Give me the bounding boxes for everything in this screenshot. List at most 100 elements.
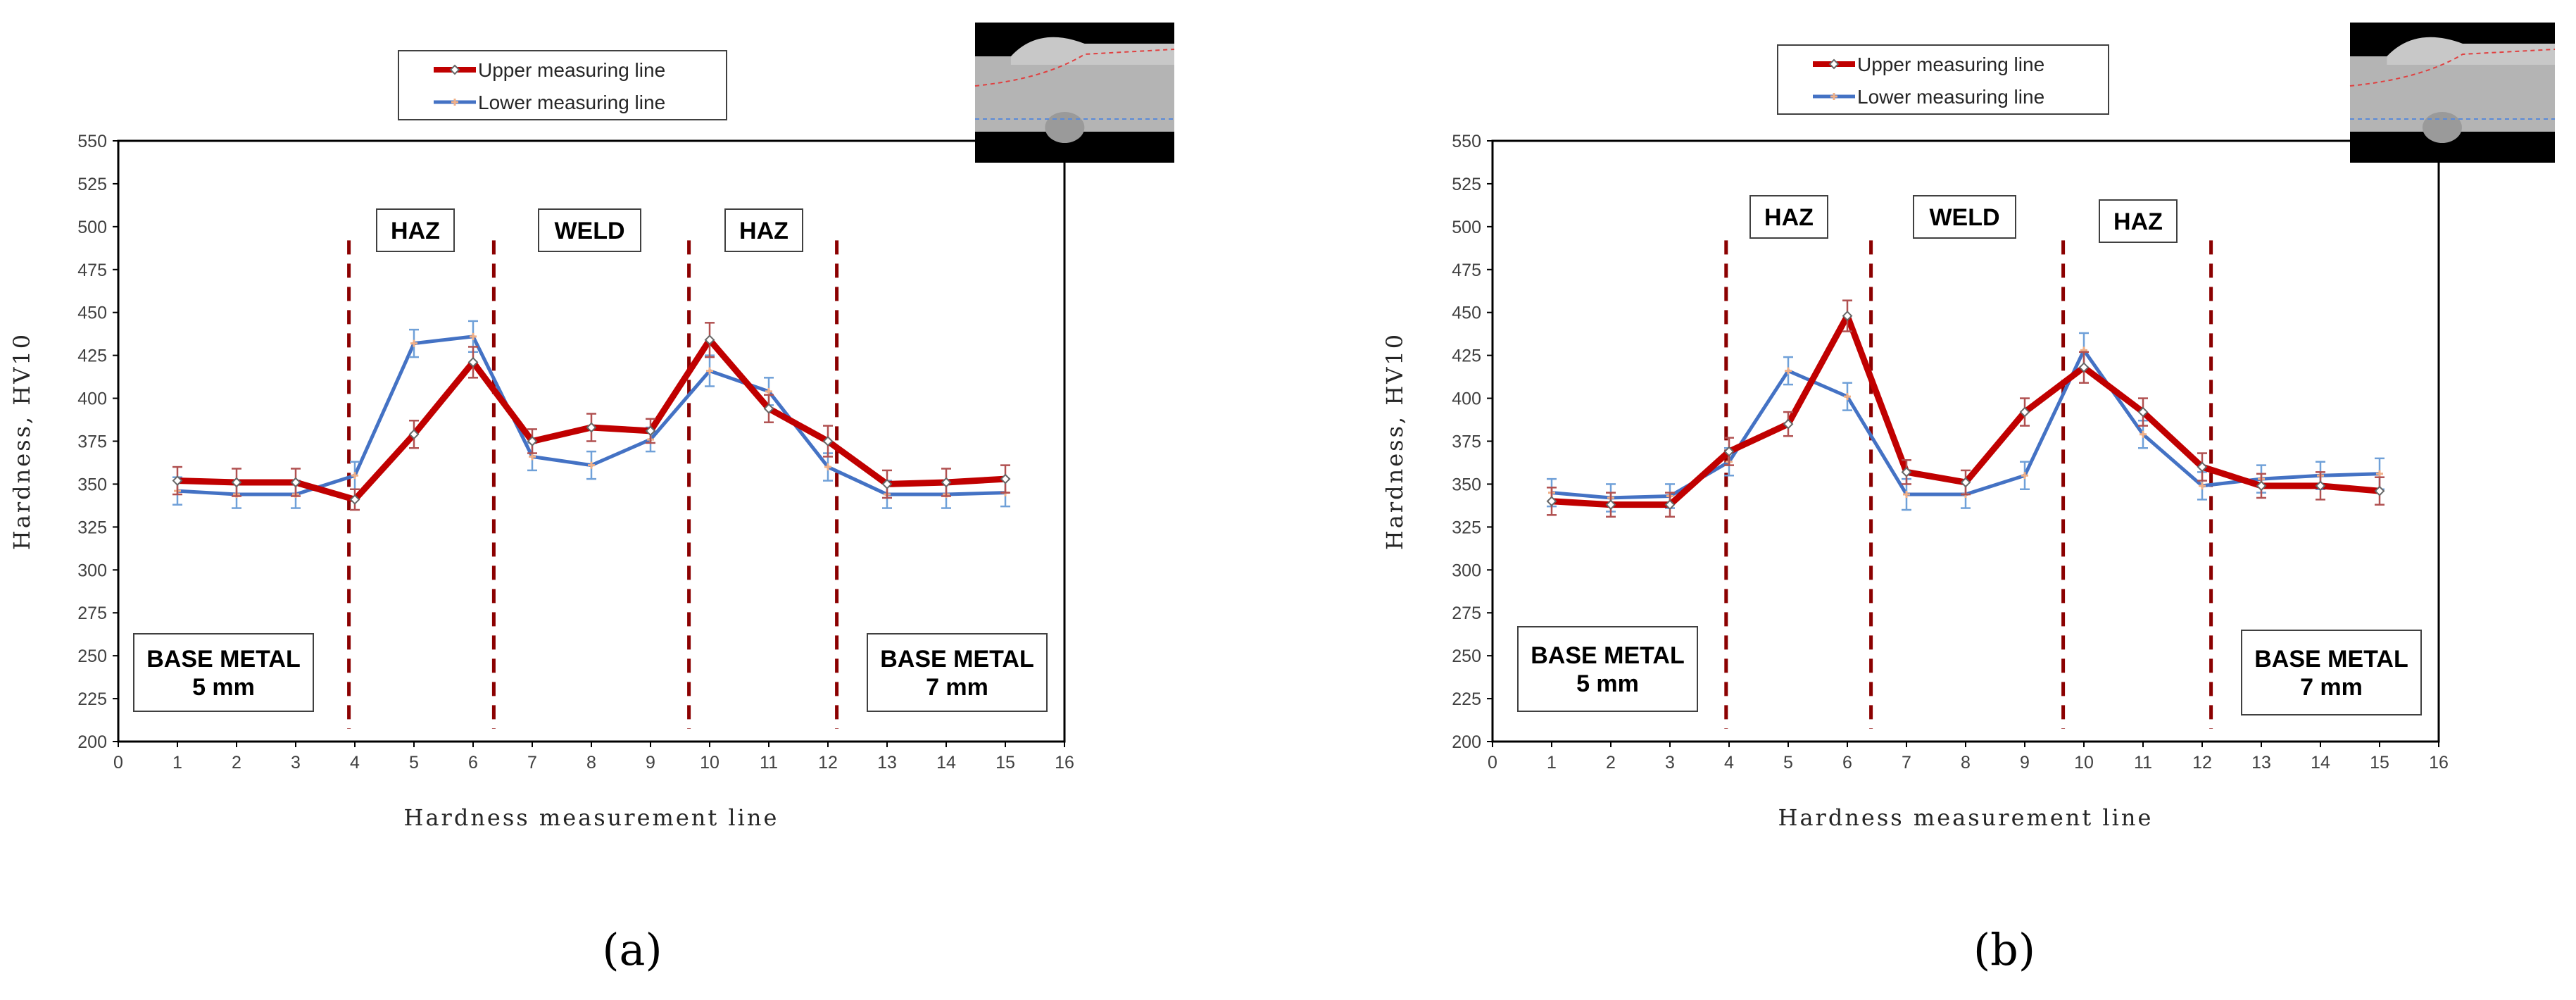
x-tick-label: 10 — [2074, 753, 2094, 773]
weld-label-box — [1913, 195, 2016, 239]
data-point — [1000, 473, 1011, 485]
data-point — [645, 425, 656, 437]
x-tick-label: 14 — [936, 753, 956, 773]
x-tick-label: 3 — [1665, 753, 1675, 773]
haz-right-label-box — [2099, 199, 2178, 243]
data-point — [1605, 499, 1616, 511]
y-tick-label: 550 — [1452, 132, 1481, 151]
y-tick-label: 350 — [1452, 475, 1481, 494]
y-tick-label: 250 — [1452, 646, 1481, 666]
haz-left-label: HAZ — [1749, 195, 1828, 239]
x-tick-label: 10 — [700, 753, 720, 773]
base-metal-right-label-text-line1: BASE METAL — [880, 646, 1033, 673]
legend-label: Upper measuring line — [478, 59, 665, 81]
legend-marker — [1830, 93, 1837, 100]
data-point — [1785, 367, 1792, 375]
legend-item-lower: Lower measuring line — [434, 92, 665, 113]
data-point — [2256, 480, 2267, 492]
weld-label-text: WELD — [554, 218, 624, 244]
x-tick-label: 2 — [232, 753, 241, 773]
inset-weld-cap — [2387, 37, 2555, 65]
haz-left-label-text: HAZ — [1764, 204, 1814, 231]
x-tick-label: 3 — [291, 753, 301, 773]
x-tick-label: 8 — [1961, 753, 1971, 773]
y-tick-label: 325 — [1452, 518, 1481, 537]
chart-panel-b: 2002252502753003253503754004254504755005… — [1381, 23, 2556, 975]
y-tick-label: 525 — [1452, 175, 1481, 194]
data-point — [765, 387, 772, 395]
x-tick-label: 1 — [1547, 753, 1557, 773]
x-tick-label: 4 — [1724, 753, 1734, 773]
base-metal-left-label-text-line1: BASE METAL — [146, 646, 300, 673]
base-metal-right-label-box — [2241, 630, 2422, 715]
y-tick-label: 300 — [77, 561, 107, 580]
inset-weld-root — [1045, 112, 1085, 143]
weld-label: WELD — [1913, 195, 2016, 239]
base-metal-right-label-text-line1: BASE METAL — [2254, 646, 2408, 673]
x-tick-label: 6 — [1842, 753, 1852, 773]
data-point — [941, 477, 952, 488]
x-tick-label: 6 — [468, 753, 478, 773]
haz-right-label-text: HAZ — [2113, 208, 2163, 235]
legend-item-upper: Upper measuring line — [434, 59, 665, 81]
legend-marker — [1828, 58, 1840, 70]
y-tick-label: 375 — [77, 432, 107, 452]
haz-right-label: HAZ — [724, 208, 803, 252]
data-point — [824, 463, 831, 471]
x-tick-label: 16 — [2429, 753, 2449, 773]
data-point — [290, 477, 301, 488]
data-point — [1546, 496, 1557, 507]
x-tick-label: 4 — [350, 753, 360, 773]
y-tick-label: 425 — [77, 346, 107, 366]
y-axis-title: Hardness, HV10 — [8, 332, 35, 550]
data-point — [1844, 393, 1851, 401]
base-metal-left-label-text-line2: 5 mm — [1576, 670, 1639, 697]
y-tick-label: 475 — [1452, 261, 1481, 280]
data-point — [1723, 446, 1735, 457]
y-tick-label: 225 — [1452, 689, 1481, 709]
data-point — [2315, 480, 2326, 492]
y-tick-label: 275 — [77, 604, 107, 623]
data-point — [706, 367, 713, 375]
y-tick-label: 200 — [77, 732, 107, 752]
legend-box — [398, 50, 727, 120]
data-point — [470, 332, 477, 340]
inset-weld-root — [2422, 112, 2462, 143]
haz-left-label: HAZ — [376, 208, 455, 252]
y-tick-label: 475 — [77, 261, 107, 280]
x-tick-label: 1 — [172, 753, 182, 773]
data-point — [410, 339, 417, 347]
haz-right-label-box — [724, 208, 803, 252]
data-point — [2199, 482, 2206, 489]
y-tick-label: 400 — [77, 389, 107, 409]
x-tick-label: 2 — [1606, 753, 1616, 773]
inset-upper-line — [974, 49, 1175, 87]
weld-label: WELD — [538, 208, 641, 252]
data-point — [2137, 406, 2149, 418]
x-axis-title: Hardness measurement line — [1778, 804, 2154, 831]
legend-item-lower: Lower measuring line — [1813, 86, 2044, 108]
base-metal-right-label-text-line2: 7 mm — [926, 674, 988, 701]
data-point — [349, 494, 360, 505]
y-tick-label: 500 — [1452, 218, 1481, 237]
x-tick-label: 15 — [2370, 753, 2389, 773]
series-upper-measuring-line — [1546, 299, 2385, 518]
x-tick-label: 12 — [818, 753, 838, 773]
x-tick-label: 5 — [409, 753, 419, 773]
data-point — [1842, 311, 1853, 322]
x-tick-label: 8 — [586, 753, 596, 773]
data-point — [2140, 430, 2147, 438]
x-tick-label: 0 — [1488, 753, 1497, 773]
legend-label: Lower measuring line — [1857, 86, 2044, 108]
base-metal-right-label-text-line2: 7 mm — [2300, 674, 2363, 701]
haz-right-label: HAZ — [2099, 199, 2178, 243]
x-tick-label: 13 — [877, 753, 897, 773]
y-tick-label: 325 — [77, 518, 107, 537]
data-point — [527, 436, 538, 446]
data-point — [1960, 477, 1971, 488]
data-point — [588, 461, 595, 469]
data-point — [704, 335, 715, 346]
data-point — [881, 479, 893, 489]
